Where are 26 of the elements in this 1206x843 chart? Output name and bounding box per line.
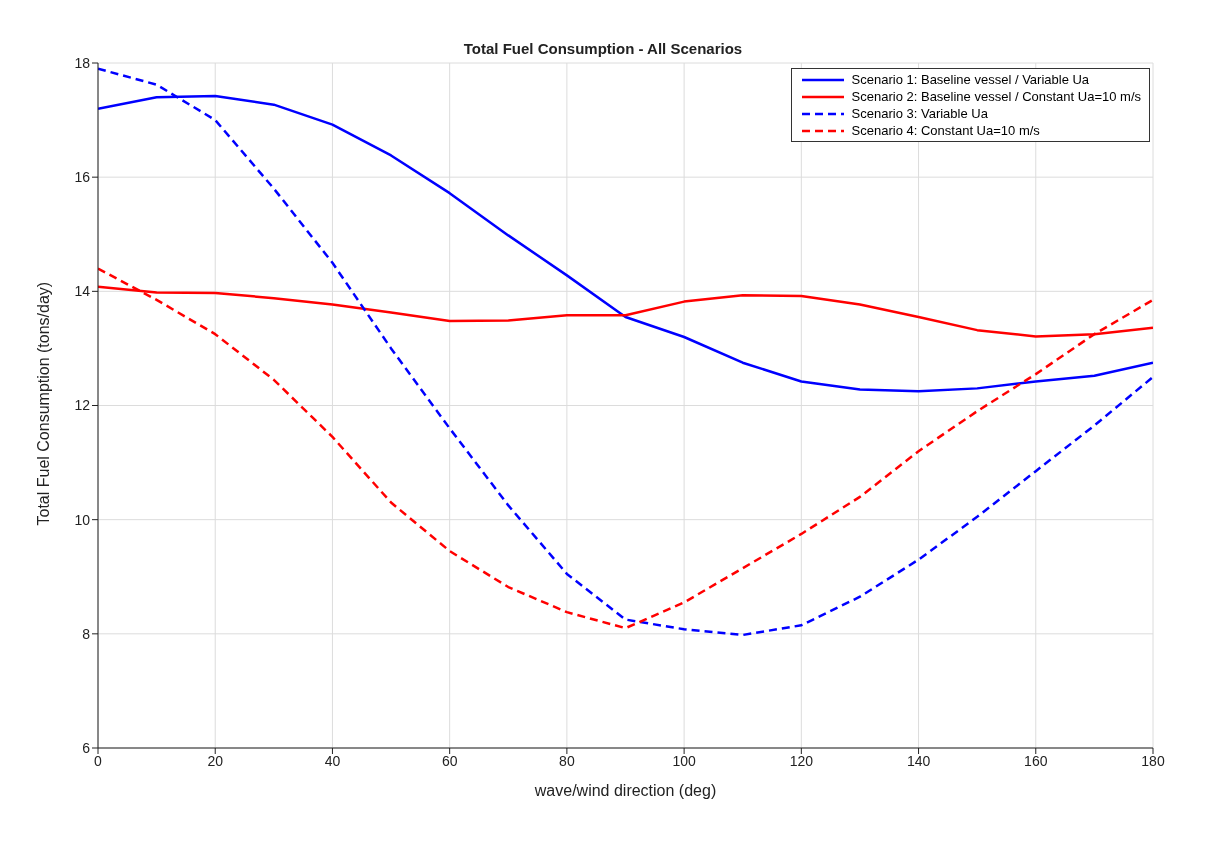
x-axis-title: wave/wind direction (deg): [533, 782, 717, 799]
line-series: [98, 67, 1153, 637]
y-tick-label: 6: [82, 739, 91, 756]
x-tick-label: 140: [906, 752, 931, 769]
x-tick-label: 40: [324, 752, 341, 769]
chart-title: Total Fuel Consumption - All Scenarios: [463, 40, 743, 57]
legend-label: Scenario 4: Constant Ua=10 m/s: [851, 122, 1040, 139]
legend-label: Scenario 1: Baseline vessel / Variable Ua: [851, 71, 1090, 88]
x-tick-label: 80: [559, 752, 575, 769]
x-tick-label: 180: [1141, 752, 1165, 769]
y-tick-label: 16: [74, 169, 91, 186]
legend-label: Scenario 3: Variable Ua: [851, 105, 988, 122]
y-axis-title: Total Fuel Consumption (tons/day): [34, 281, 52, 526]
x-tick-label: 0: [94, 752, 103, 769]
x-tick-label: 20: [207, 752, 224, 769]
legend-label: Scenario 2: Baseline vessel / Constant Ua=10 m/s: [851, 88, 1141, 105]
x-tick-label: 100: [672, 752, 696, 769]
x-tick-label: 60: [441, 752, 458, 769]
y-tick-label: 12: [74, 397, 91, 414]
y-tick-label: 18: [74, 54, 91, 71]
y-tick-label: 10: [74, 511, 91, 528]
y-tick-label: 8: [82, 625, 91, 642]
y-tick-label: 14: [74, 283, 91, 300]
line-series: [98, 267, 1153, 630]
x-tick-label: 120: [789, 752, 814, 769]
x-tick-label: 160: [1024, 752, 1048, 769]
